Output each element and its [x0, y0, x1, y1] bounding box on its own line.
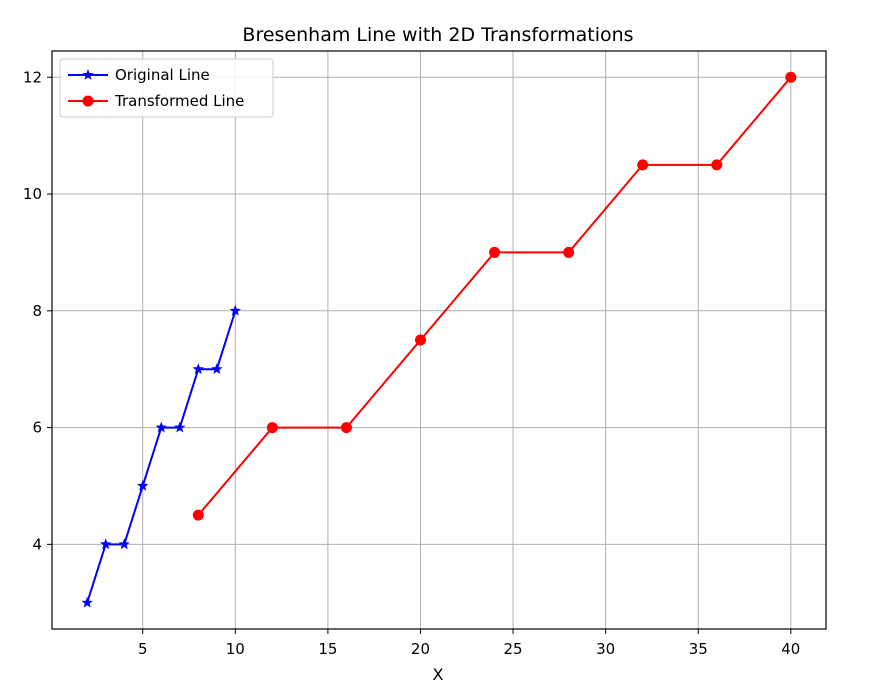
grid	[52, 51, 826, 629]
y-tick-label: 10	[23, 185, 42, 203]
x-tick-label: 15	[318, 640, 337, 658]
data-point-star	[155, 421, 167, 433]
x-tick-label: 40	[781, 640, 800, 658]
y-tick-label: 12	[23, 68, 42, 86]
data-point-circle	[266, 422, 278, 434]
x-tick-label: 25	[504, 640, 523, 658]
legend-box	[59, 58, 274, 118]
data-point-circle	[340, 422, 352, 434]
x-tick-label: 10	[226, 640, 245, 658]
x-tick-label: 35	[689, 640, 708, 658]
x-tick-label: 20	[411, 640, 430, 658]
data-point-star	[137, 479, 149, 491]
y-tick-label: 6	[32, 419, 42, 437]
data-point-circle	[414, 334, 426, 346]
data-point-star	[118, 538, 130, 550]
chart-title: Bresenham Line with 2D Transformations	[242, 24, 633, 46]
data-point-circle	[711, 159, 723, 171]
legend-marker-star	[82, 69, 94, 80]
data-point-star	[99, 538, 112, 550]
x-axis-label: X	[433, 665, 444, 684]
data-point-circle	[489, 246, 501, 258]
data-point-circle	[563, 246, 575, 258]
legend: Original Line Transformed Line	[59, 58, 274, 118]
data-point-star	[81, 596, 93, 608]
x-tick-label: 30	[596, 640, 615, 658]
axis-ticks: 5 10 15 20 25 30 35 40 4 6 8 10 12	[23, 68, 800, 658]
legend-label-1: Original Line	[115, 66, 210, 84]
y-tick-label: 8	[32, 302, 42, 320]
plot-series	[81, 71, 797, 608]
legend-label-2: Transformed Line	[114, 92, 244, 110]
data-point-star	[192, 363, 204, 375]
data-point-star	[174, 421, 186, 433]
data-point-circle	[192, 509, 204, 521]
legend-marker-circle	[82, 95, 94, 107]
data-point-circle	[637, 159, 649, 171]
data-point-star	[211, 363, 223, 375]
x-tick-label: 5	[138, 640, 148, 658]
y-tick-label: 4	[32, 535, 42, 553]
data-point-circle	[785, 71, 797, 83]
plot-frame	[51, 50, 827, 630]
data-point-star	[229, 304, 242, 316]
